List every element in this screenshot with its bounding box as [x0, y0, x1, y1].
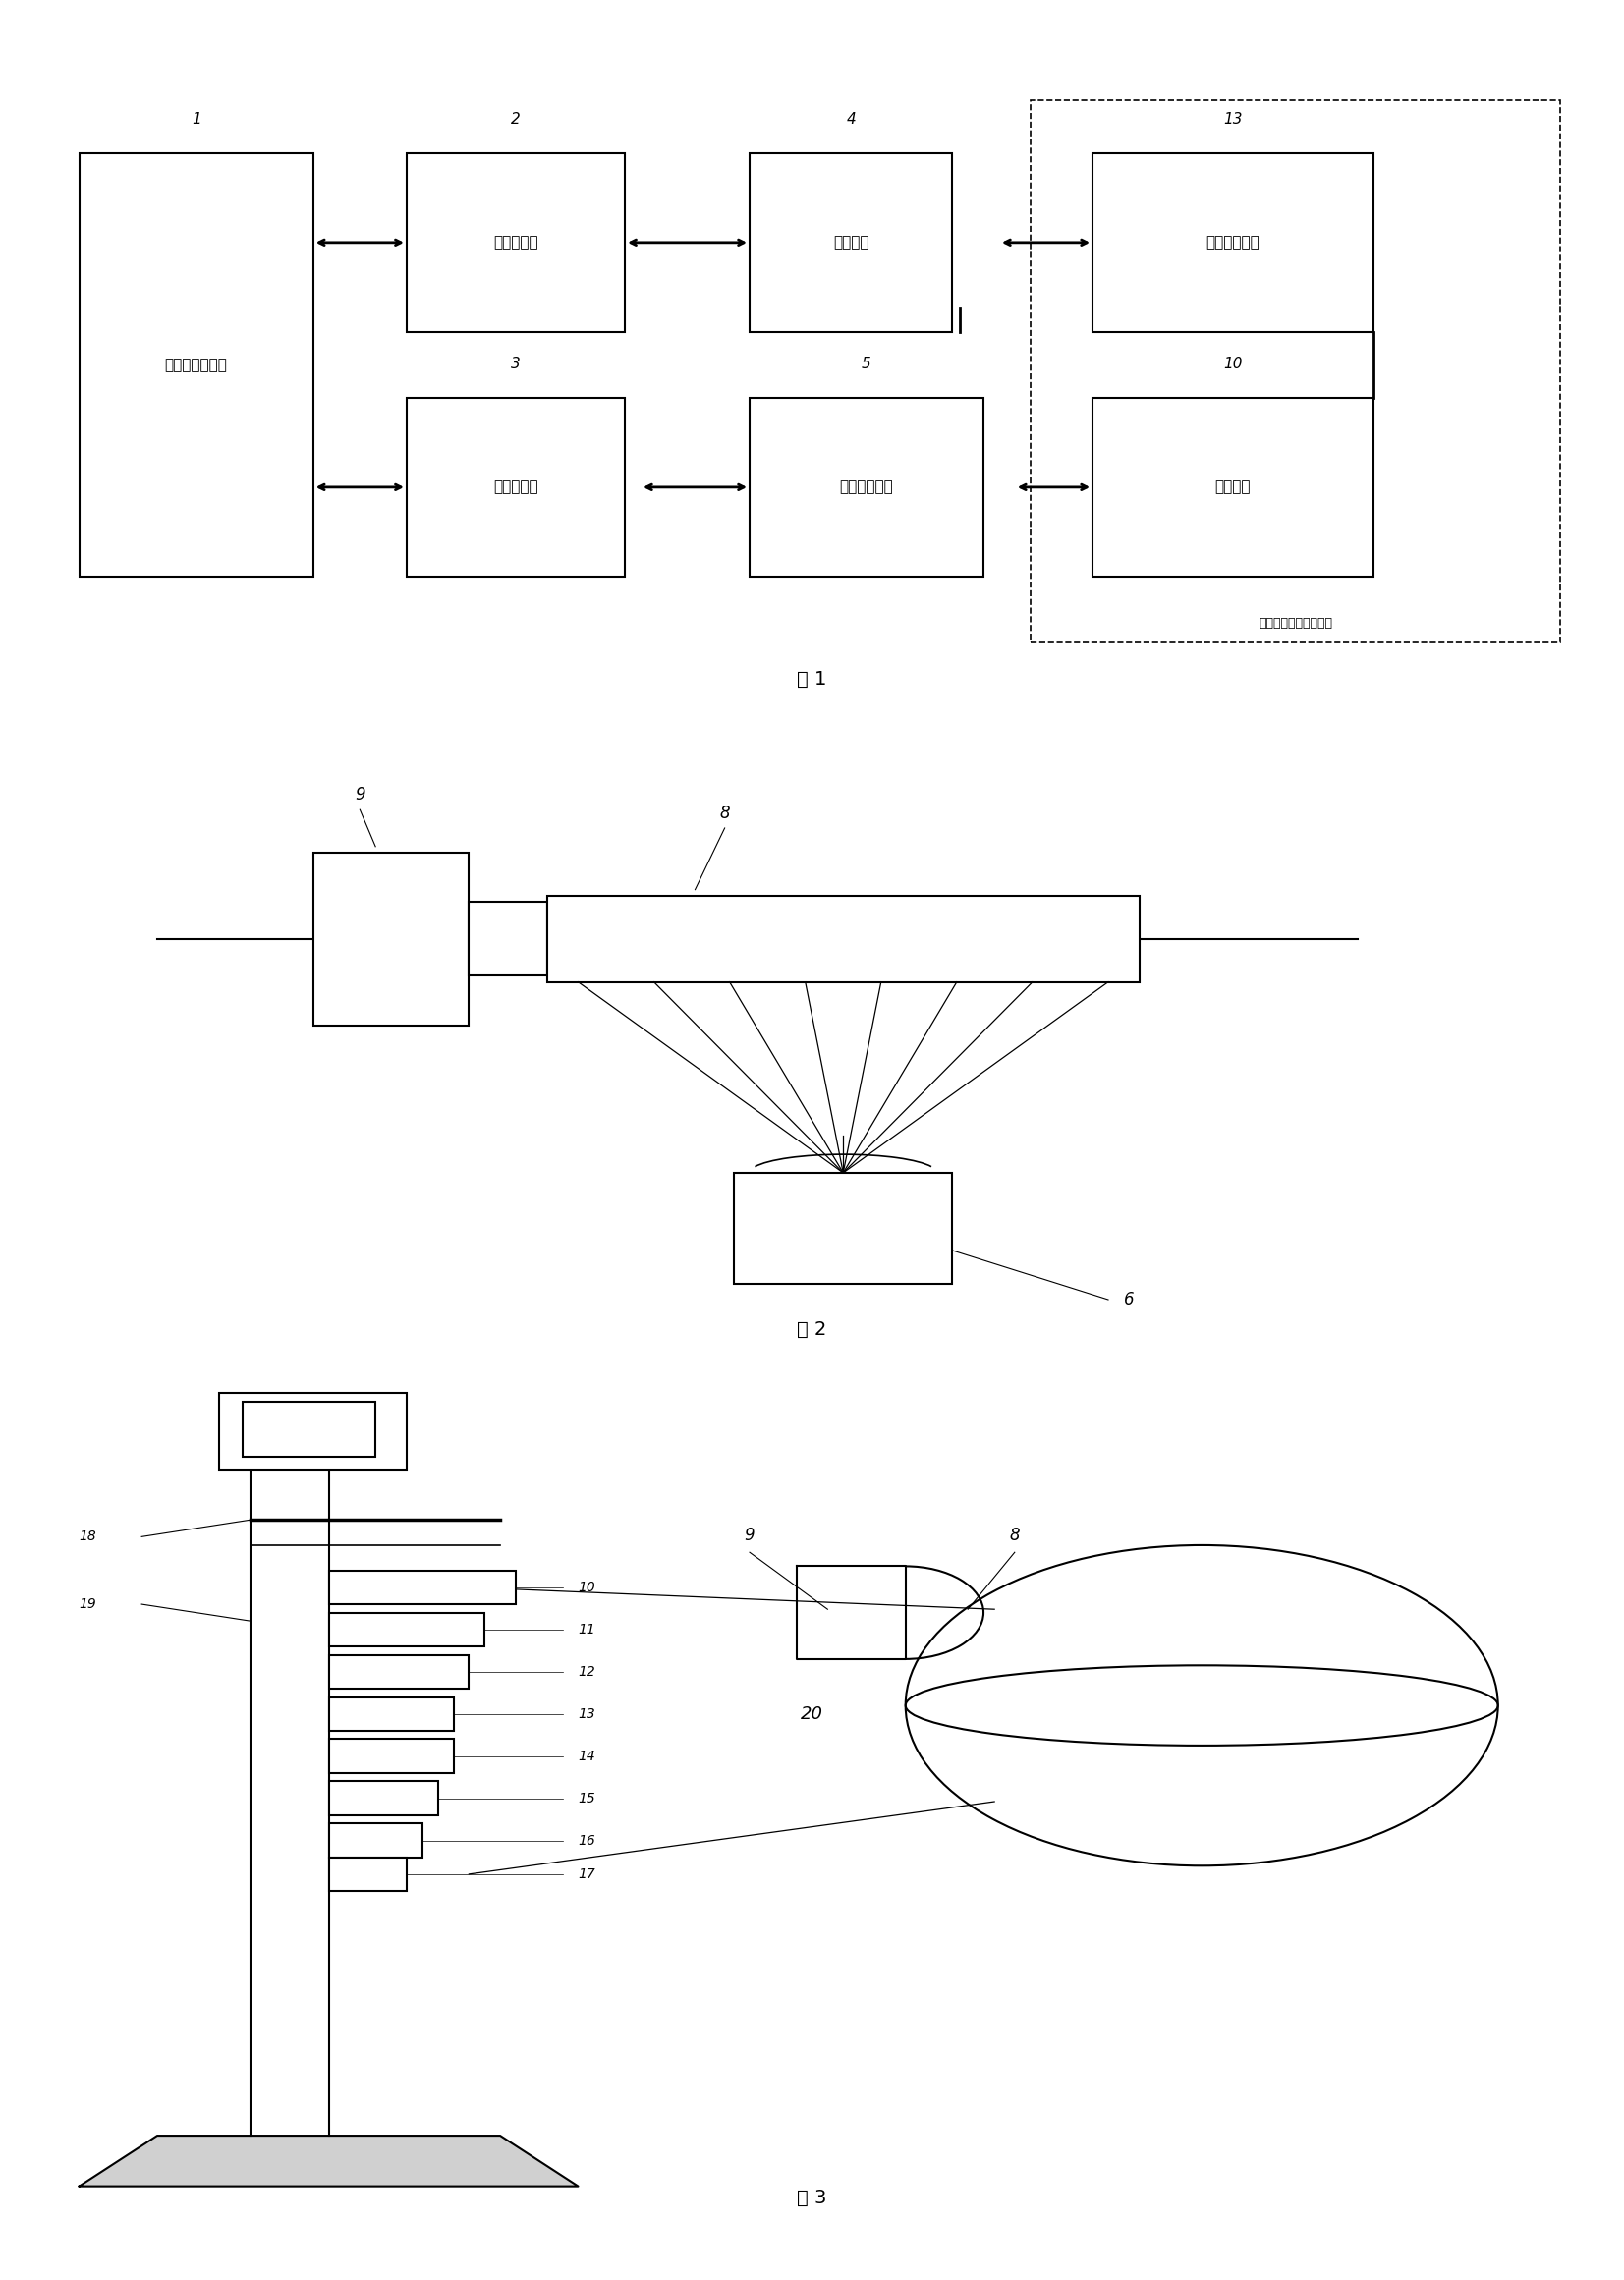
Bar — [406, 153, 625, 333]
Text: 8: 8 — [719, 805, 729, 823]
Bar — [1093, 399, 1374, 577]
Text: 通讯电缆: 通讯电缆 — [833, 235, 869, 251]
Text: 11: 11 — [578, 1623, 596, 1637]
Bar — [734, 1172, 952, 1284]
Bar — [750, 399, 984, 577]
Text: 图 2: 图 2 — [797, 1320, 827, 1338]
Text: 两者配合实现三维扫描: 两者配合实现三维扫描 — [1259, 616, 1332, 629]
Text: 14: 14 — [578, 1749, 596, 1762]
Text: 伺服电机: 伺服电机 — [1215, 479, 1250, 495]
Text: 9: 9 — [354, 787, 365, 803]
Text: 4: 4 — [846, 112, 856, 128]
Text: 1: 1 — [192, 112, 201, 128]
Text: 17: 17 — [578, 1867, 596, 1881]
Polygon shape — [80, 2136, 578, 2187]
Bar — [328, 1824, 422, 1858]
Bar — [406, 399, 625, 577]
Bar — [1030, 100, 1561, 643]
Bar — [328, 1696, 453, 1731]
Text: 19: 19 — [80, 1598, 97, 1612]
Bar — [80, 153, 313, 577]
Text: 5: 5 — [862, 356, 872, 372]
Text: 2: 2 — [512, 112, 521, 128]
Text: 16: 16 — [578, 1833, 596, 1847]
Text: 图 3: 图 3 — [797, 2189, 827, 2207]
Text: 数据采集卡: 数据采集卡 — [494, 235, 538, 251]
Text: 运动控制电缆: 运动控制电缆 — [840, 479, 893, 495]
Text: 6: 6 — [1124, 1290, 1134, 1309]
Text: 10: 10 — [1223, 356, 1242, 372]
Bar — [219, 1393, 406, 1468]
Bar — [244, 1402, 375, 1457]
Text: 9: 9 — [744, 1525, 755, 1544]
Text: 二维激光雷达: 二维激光雷达 — [1207, 235, 1260, 251]
Bar — [328, 1571, 516, 1605]
Bar — [328, 1781, 438, 1815]
Text: 15: 15 — [578, 1792, 596, 1806]
Bar — [313, 853, 469, 1026]
Text: 13: 13 — [578, 1708, 596, 1721]
Bar — [328, 1612, 484, 1646]
Text: 12: 12 — [578, 1664, 596, 1678]
Text: 3: 3 — [512, 356, 521, 372]
Text: 18: 18 — [80, 1530, 97, 1544]
Bar — [328, 1740, 453, 1774]
Text: 13: 13 — [1223, 112, 1242, 128]
Text: 数据处理计算机: 数据处理计算机 — [164, 358, 227, 372]
Text: 8: 8 — [1010, 1525, 1020, 1544]
Bar — [328, 1655, 469, 1689]
Text: 运动控制卡: 运动控制卡 — [494, 479, 538, 495]
Bar — [1093, 153, 1374, 333]
Bar — [750, 153, 952, 333]
Bar — [547, 896, 1140, 983]
Text: 图 1: 图 1 — [797, 670, 827, 689]
Bar — [469, 903, 547, 976]
Bar — [328, 1858, 406, 1890]
Text: 10: 10 — [578, 1580, 596, 1594]
Text: 20: 20 — [801, 1705, 823, 1724]
